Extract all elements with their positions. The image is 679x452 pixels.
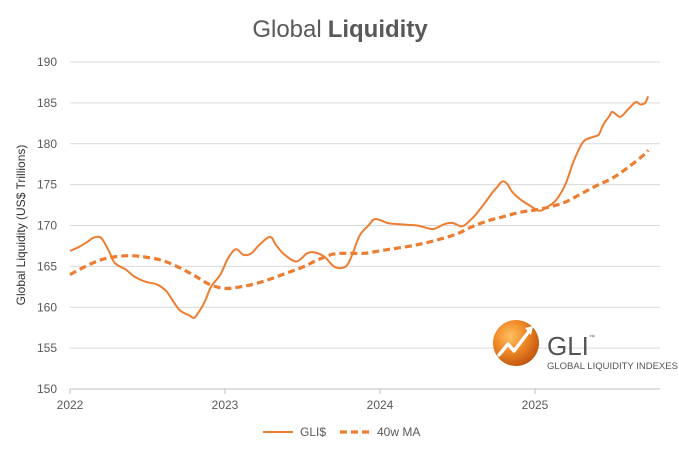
y-tick-label: 150: [37, 382, 57, 396]
legend-label-40w-ma: 40w MA: [377, 425, 420, 439]
logo-subtitle: GLOBAL LIQUIDITY INDEXES: [547, 361, 678, 372]
x-tick-label: 2025: [522, 398, 549, 412]
logo-trademark: ™: [589, 334, 595, 341]
y-tick-label: 170: [37, 219, 57, 233]
chart-title: Global Liquidity: [252, 16, 428, 43]
chart-title-regular: Global: [252, 16, 321, 43]
series-line-40w-ma: [69, 149, 650, 291]
gli-logo: GLI ™ GLOBAL LIQUIDITY INDEXES: [493, 320, 678, 372]
y-tick-label: 185: [37, 96, 57, 110]
y-tick-label: 160: [37, 300, 57, 314]
chart-title-bold: Liquidity: [328, 16, 429, 43]
legend: GLI$ 40w MA: [263, 425, 420, 439]
x-axis-ticks: 2022 2023 2024 2025: [57, 389, 549, 412]
x-tick-label: 2024: [367, 398, 394, 412]
logo-text: GLI: [547, 331, 589, 361]
x-tick-label: 2022: [57, 398, 84, 412]
logo-arrow-icon: [497, 328, 532, 357]
gridlines: [70, 61, 660, 390]
legend-label-gli: GLI$: [300, 425, 326, 439]
x-tick-label: 2023: [212, 398, 239, 412]
y-tick-label: 155: [37, 341, 57, 355]
y-tick-label: 190: [37, 55, 57, 69]
series-line-gli: [69, 95, 650, 319]
y-tick-label: 175: [37, 178, 57, 192]
y-axis-label: Global Liquidity (US$ Trillions): [14, 145, 28, 306]
series-group: [69, 95, 650, 319]
y-tick-label: 165: [37, 259, 57, 273]
logo-arrowhead-icon: [525, 326, 533, 335]
y-tick-label: 180: [37, 137, 57, 151]
y-axis-ticks: 150 155 160 165 170 175 180 185 190: [37, 55, 57, 396]
